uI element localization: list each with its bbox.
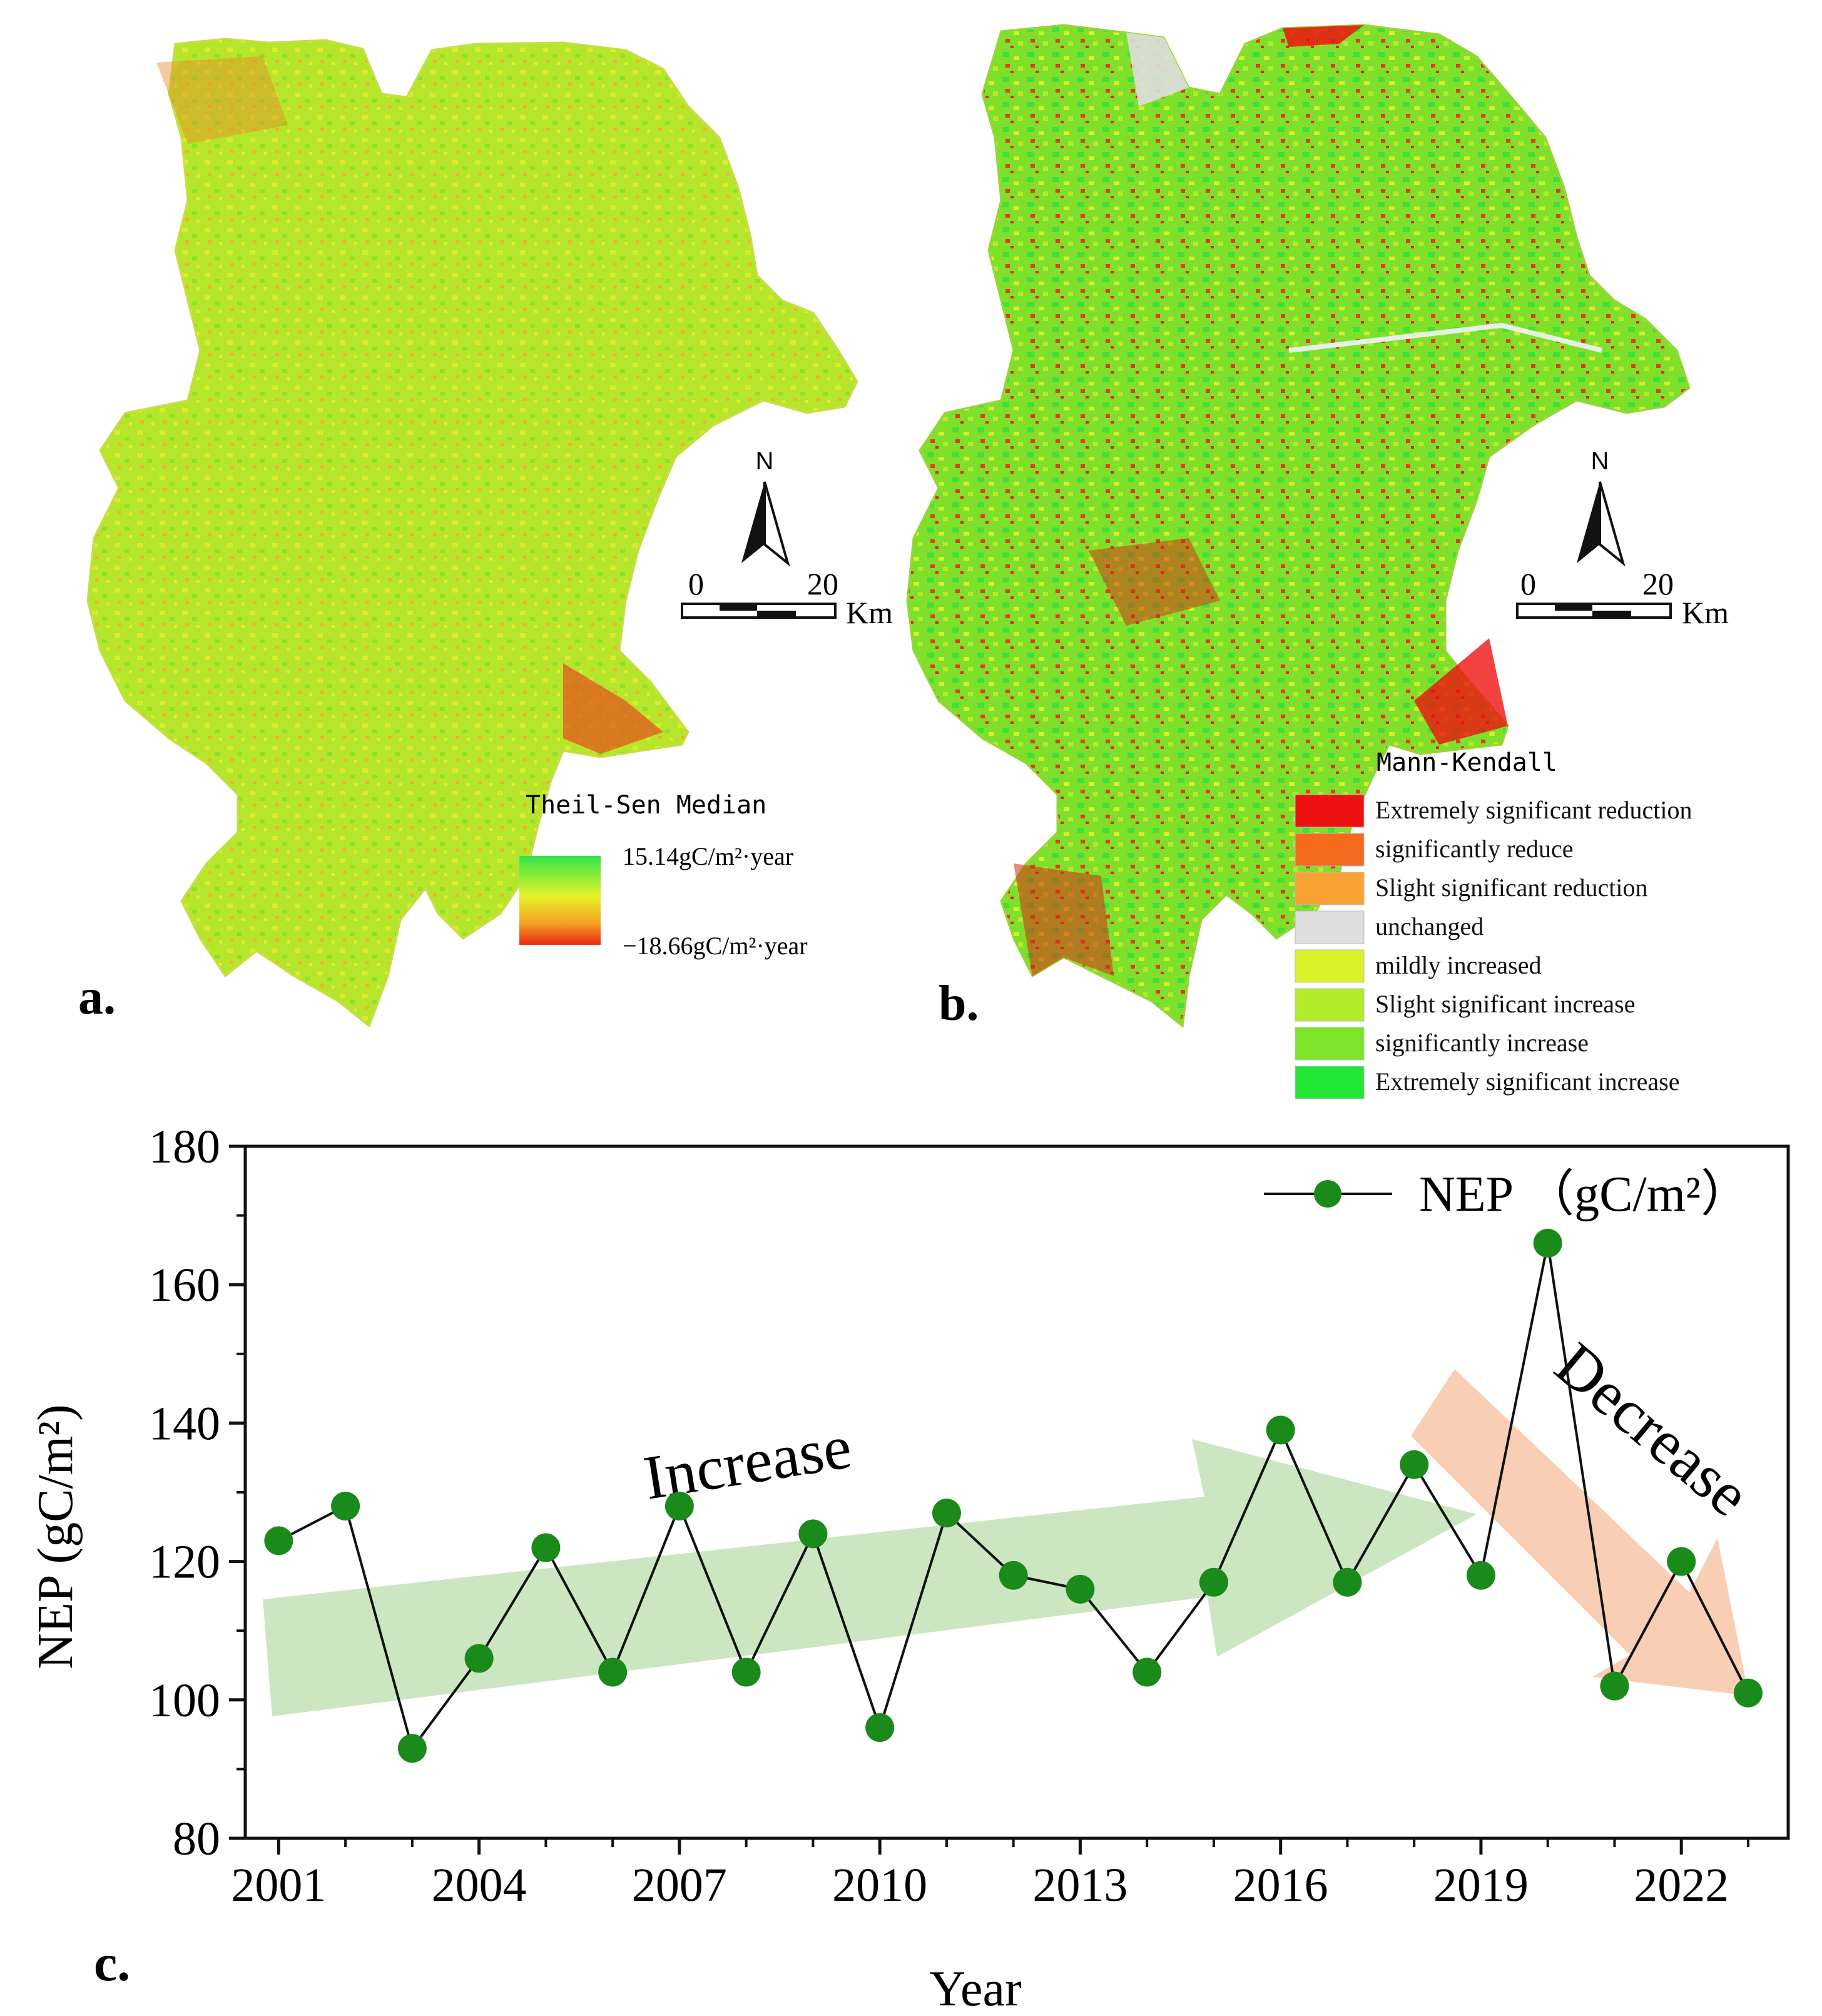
legend-label-b: Slight significant reduction [1375, 873, 1648, 902]
x-tick-label: 2004 [432, 1859, 527, 1912]
legend-swatch-b [1295, 988, 1365, 1022]
data-point [865, 1713, 895, 1743]
data-point [664, 1492, 694, 1521]
north-label-b: N [1591, 447, 1609, 475]
axes: 80 100 120 140 160 180 2001 2004 2007 2010 2013 201… [149, 1121, 1790, 1912]
x-tick-label: 2019 [1433, 1859, 1529, 1912]
data-point [1600, 1671, 1629, 1701]
x-tick-label: 2013 [1032, 1859, 1127, 1912]
trend-arrows [263, 1369, 1749, 1716]
panel-label-a: a. [78, 970, 116, 1025]
data-point [1066, 1574, 1095, 1604]
series-nep [264, 1228, 1763, 1763]
map-b-hotspot [1014, 863, 1114, 976]
legend-min-a: −18.66gC/m²·year [623, 932, 808, 960]
map-a-hotspot [563, 663, 663, 754]
legend-label-b: Extremely significant increase [1375, 1067, 1679, 1096]
decrease-arrow [1411, 1369, 1749, 1696]
x-tick-label: 2022 [1634, 1859, 1729, 1912]
legend-c: NEP （gC/m²） [1264, 1167, 1751, 1222]
data-point [1199, 1567, 1228, 1597]
legend-title-b: Mann-Kendall [1377, 748, 1557, 777]
data-point [1733, 1678, 1763, 1708]
data-point [731, 1657, 761, 1687]
data-point [1266, 1415, 1295, 1445]
panel-b: N 0 20 Km Mann-Kendall Extremely signifi… [906, 24, 1729, 1099]
map-a-hotspot [156, 56, 288, 144]
scale-max-b: 20 [1642, 566, 1674, 601]
panel-label-b: b. [939, 976, 979, 1031]
map-b-hotspot [1283, 25, 1364, 47]
y-tick-label: 140 [149, 1397, 220, 1450]
map-b-unchanged [1126, 33, 1189, 106]
y-tick-label: 100 [149, 1674, 220, 1727]
map-b-river [1288, 322, 1602, 353]
legend-b: Mann-Kendall Extremely significant reduc… [1295, 748, 1692, 1099]
scale-zero-a: 0 [688, 566, 704, 601]
legend-swatch-b [1295, 872, 1365, 905]
panel-a: N 0 20 Km Theil-Sen Median 15.14gC/m²·ye… [78, 38, 893, 1028]
data-point [598, 1657, 628, 1687]
data-point [531, 1533, 561, 1562]
scale-unit-b: Km [1682, 595, 1729, 630]
scale-bar-a: 0 20 Km [681, 566, 893, 630]
legend-swatch-b [1295, 910, 1365, 944]
legend-label-b: unchanged [1375, 912, 1484, 940]
scale-bar-b: 0 20 Km [1516, 566, 1729, 630]
data-point [1667, 1547, 1696, 1576]
data-point [932, 1499, 961, 1528]
legend-label-b: mildly increased [1375, 951, 1541, 979]
data-point [1400, 1450, 1429, 1479]
map-b-hotspot [1089, 538, 1220, 626]
data-point [264, 1526, 293, 1555]
x-tick-label: 2010 [832, 1859, 927, 1912]
legend-title-a: Theil-Sen Median [526, 791, 766, 820]
data-point [397, 1734, 427, 1763]
y-axis-title: NEP (gC/m²) [28, 1404, 83, 1669]
data-point [1466, 1560, 1495, 1590]
scale-unit-a: Km [846, 595, 893, 630]
legend-label-b: Slight significant increase [1375, 990, 1635, 1018]
data-point [1533, 1228, 1562, 1258]
legend-gradient-a [519, 856, 601, 945]
data-point [464, 1644, 494, 1673]
map-b-hotspot [1414, 638, 1508, 745]
data-point [1333, 1567, 1362, 1597]
x-tick-label: 2016 [1233, 1859, 1328, 1912]
data-point [1132, 1657, 1162, 1687]
scale-max-a: 20 [807, 566, 838, 601]
north-arrow-a: N [741, 447, 790, 567]
legend-swatch-b [1295, 833, 1365, 867]
panel-label-c: c. [94, 1934, 130, 1992]
legend-label-b: significantly increase [1375, 1029, 1589, 1057]
data-point [331, 1492, 360, 1521]
legend-swatch-b [1295, 949, 1365, 983]
legend-label-b: Extremely significant reduction [1375, 796, 1692, 824]
legend-max-a: 15.14gC/m²·year [623, 842, 793, 870]
y-tick-label: 180 [149, 1121, 220, 1173]
y-tick-label: 160 [149, 1259, 220, 1311]
map-a-region [86, 38, 858, 1028]
legend-swatch-b [1295, 794, 1365, 828]
x-tick-label: 2007 [632, 1859, 727, 1912]
data-point [798, 1519, 828, 1549]
legend-label-b: significantly reduce [1375, 835, 1574, 863]
y-tick-label: 80 [173, 1813, 220, 1865]
legend-swatch-b [1295, 1027, 1365, 1061]
x-tick-label: 2001 [231, 1859, 326, 1912]
scale-zero-b: 0 [1520, 566, 1536, 601]
legend-swatch-b [1295, 1066, 1365, 1099]
x-axis-title: Year [929, 1962, 1021, 2016]
increase-arrow [263, 1439, 1477, 1716]
legend-marker [1314, 1180, 1341, 1208]
north-arrow-b: N [1577, 447, 1626, 567]
legend-series-name: NEP （gC/m²） [1419, 1167, 1751, 1222]
legend-a: Theil-Sen Median 15.14gC/m²·year −18.66g… [519, 791, 808, 960]
data-point [999, 1560, 1028, 1590]
north-label-a: N [756, 447, 774, 475]
y-tick-label: 120 [149, 1536, 220, 1589]
